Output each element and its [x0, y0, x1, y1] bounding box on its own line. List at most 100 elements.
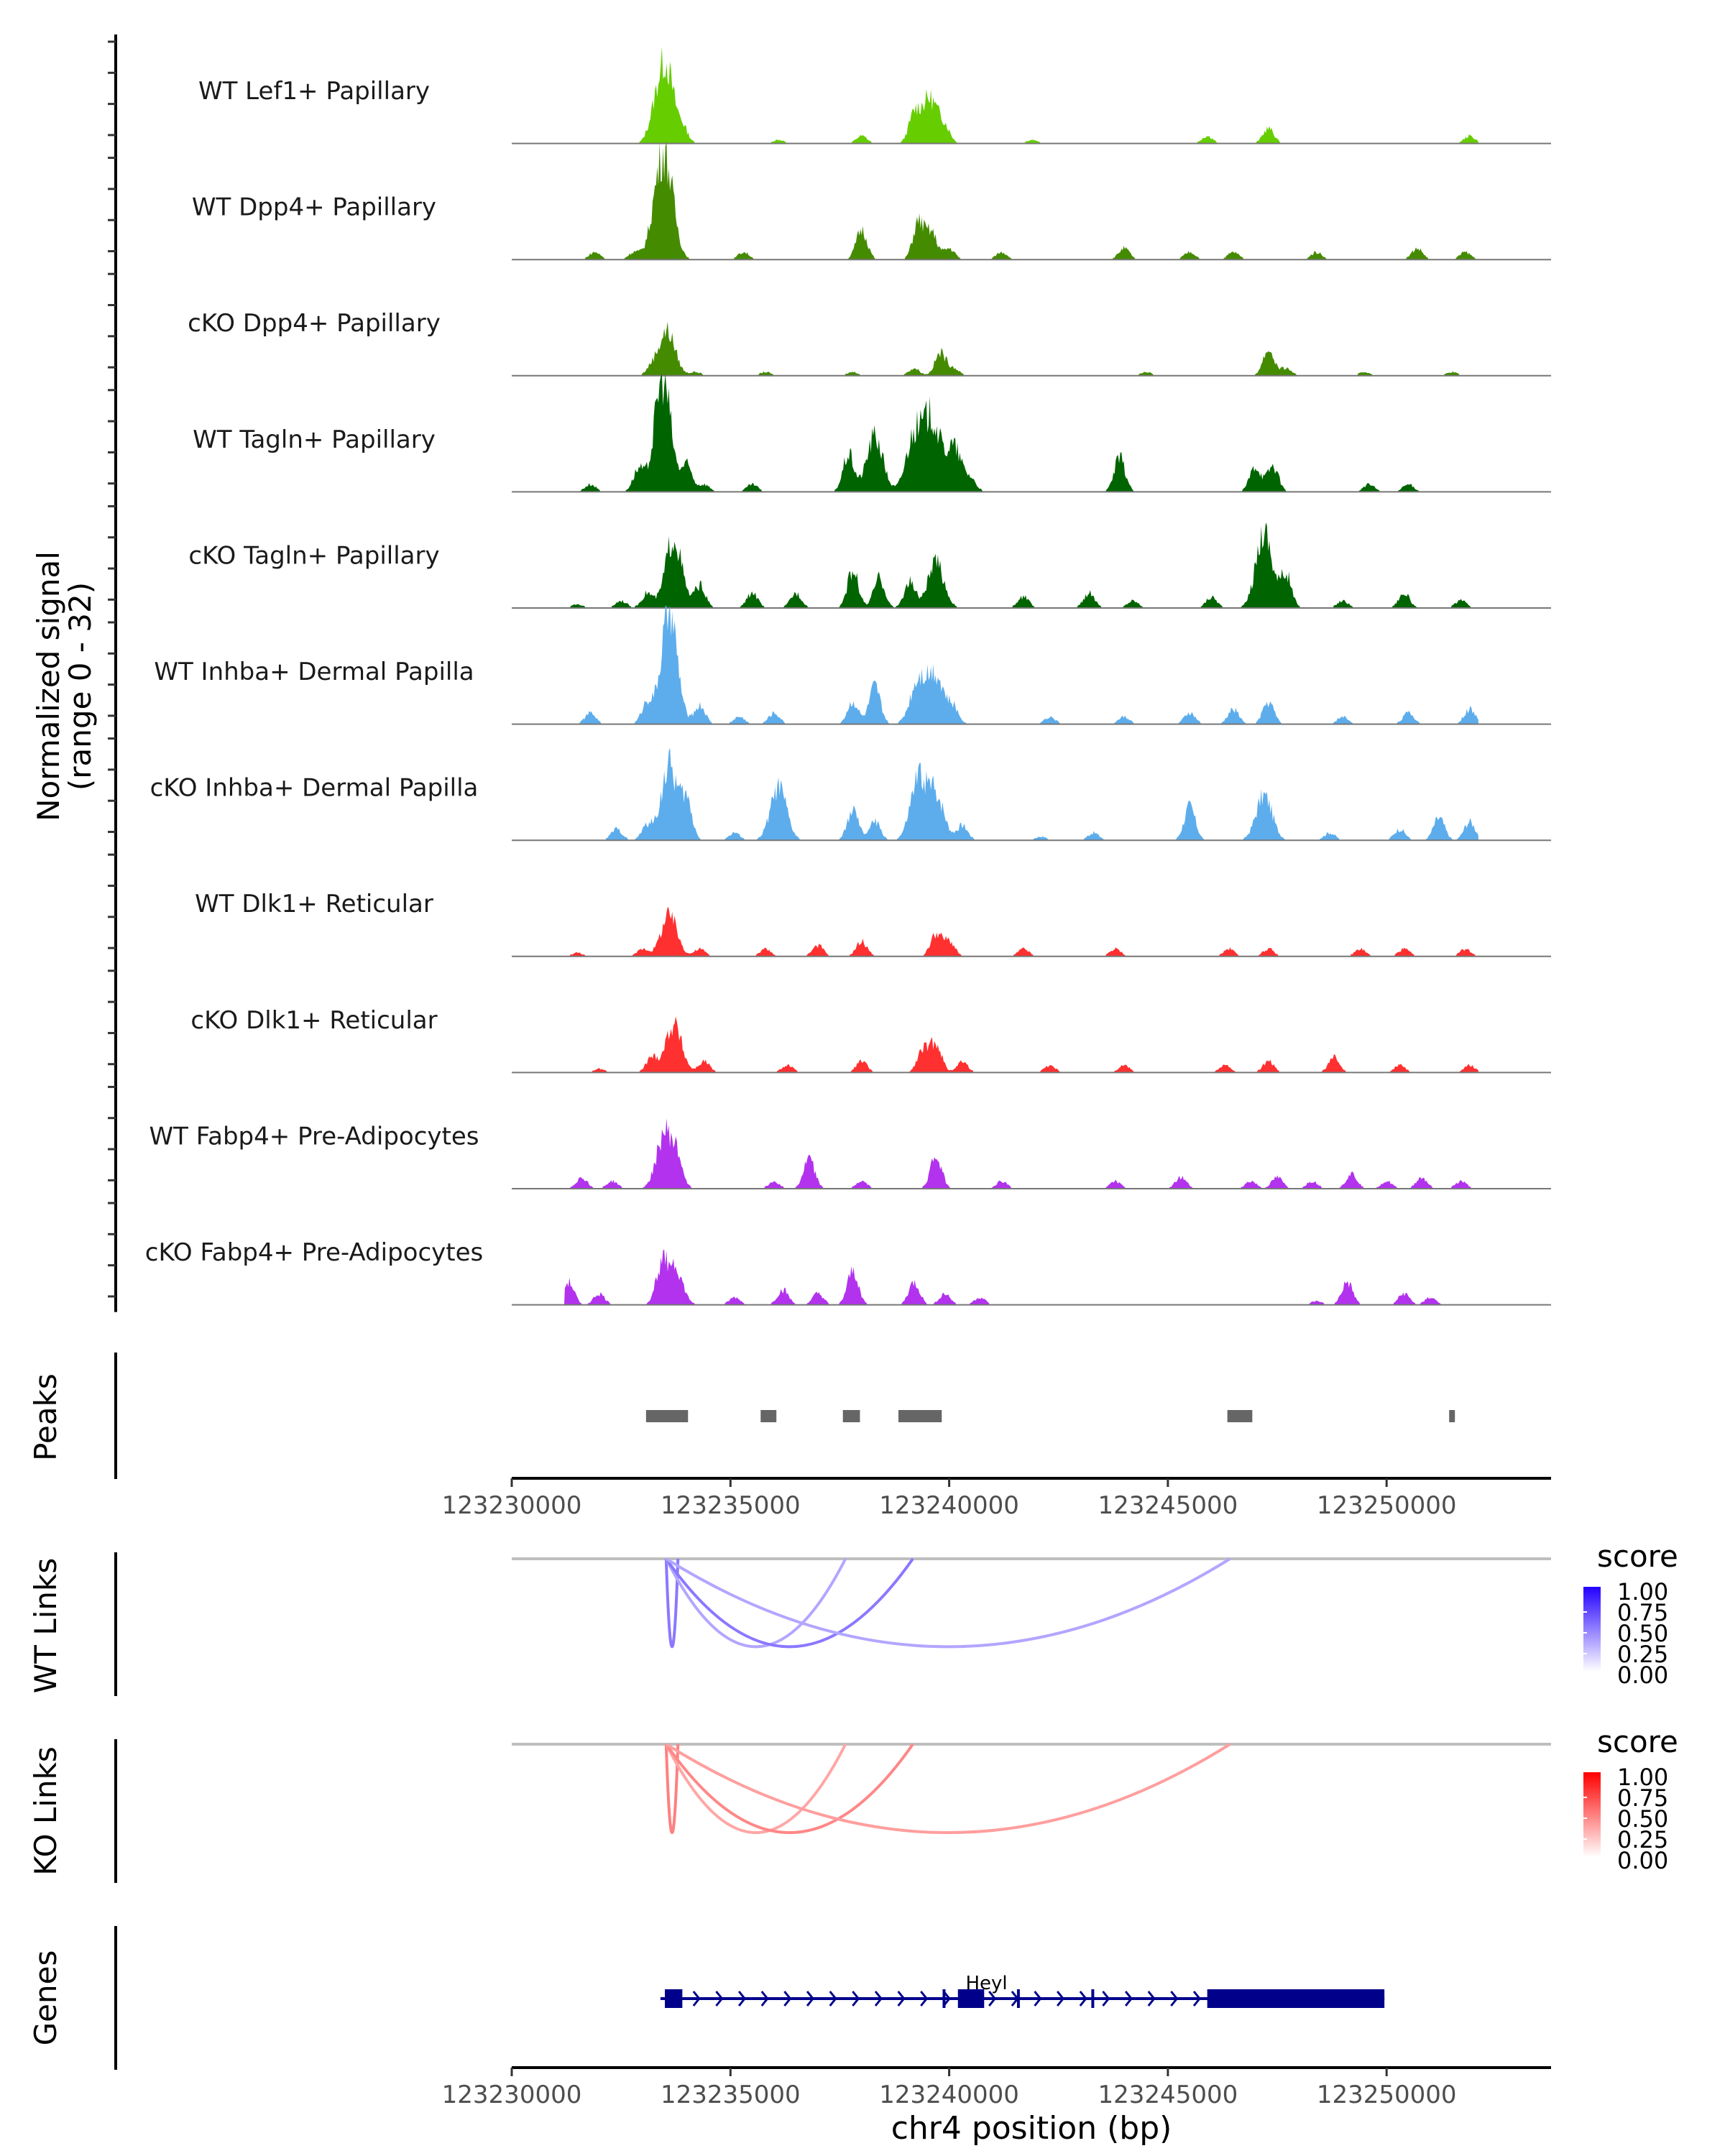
link-arc	[664, 1558, 680, 1649]
x-tick-label: 123230000	[442, 1491, 582, 1520]
coverage-track: cKO Tagln+ Papillary	[108, 505, 1551, 609]
track-label: cKO Dpp4+ Papillary	[188, 309, 441, 338]
wt-links-label: WT Links	[28, 1558, 63, 1693]
legend-tick-label: 0.50	[1617, 1620, 1668, 1647]
track-label: WT Dpp4+ Papillary	[192, 193, 436, 222]
x-tick-label: 123250000	[1317, 2081, 1457, 2109]
coverage-area	[564, 1118, 1478, 1189]
track-label: cKO Tagln+ Papillary	[188, 541, 439, 570]
peak-region	[645, 1410, 689, 1422]
legend-title: score	[1597, 1724, 1678, 1759]
gene-exon	[665, 1989, 683, 2008]
x-tick-label: 123250000	[1317, 1491, 1457, 1520]
strand-arrow-icon	[806, 1991, 814, 2007]
coverage-track: cKO Dlk1+ Reticular	[108, 969, 1551, 1074]
x-tick-label: 123240000	[879, 2081, 1019, 2109]
legend-title: score	[1597, 1539, 1678, 1574]
strand-arrow-icon	[715, 1991, 724, 2007]
peak-region	[760, 1410, 777, 1422]
legend-tick-label: 0.00	[1617, 1662, 1668, 1689]
legend-tick-label: 0.00	[1617, 1847, 1668, 1874]
coverage-track: WT Dpp4+ Papillary	[108, 141, 1551, 261]
strand-arrow-icon	[920, 1991, 929, 2007]
coverage-area	[564, 1249, 1478, 1305]
peak-region	[1449, 1410, 1455, 1422]
strand-arrow-icon	[1170, 1991, 1179, 2007]
wt-score-legend: score 1.000.750.500.250.00	[1583, 1539, 1678, 1689]
gene-exon	[1091, 1989, 1095, 2008]
track-label: WT Inhba+ Dermal Papilla	[154, 658, 474, 686]
strand-arrow-icon	[829, 1991, 837, 2007]
strand-arrow-icon	[1147, 1991, 1156, 2007]
link-arc	[665, 1743, 847, 1835]
strand-arrow-icon	[1079, 1991, 1087, 2007]
track-label: cKO Fabp4+ Pre-Adipocytes	[145, 1238, 484, 1267]
x-axis-title: chr4 position (bp)	[891, 2110, 1172, 2147]
peaks-track: Peaks	[28, 1353, 1455, 1479]
y-axis-title: Normalized signal	[31, 551, 66, 821]
strand-arrow-icon	[852, 1991, 860, 2007]
coverage-area	[564, 321, 1478, 376]
coverage-track: WT Dlk1+ Reticular	[108, 853, 1551, 957]
ko-links-track: KO Links	[28, 1739, 1551, 1883]
strand-arrow-icon	[897, 1991, 906, 2007]
coverage-area	[564, 747, 1478, 841]
x-tick-label: 123240000	[879, 1491, 1019, 1520]
legend-colorbar	[1583, 1772, 1601, 1857]
coverage-y-label: Normalized signal (range 0 - 32)	[31, 551, 98, 821]
track-label: WT Tagln+ Papillary	[193, 425, 436, 454]
x-axis-top: 123230000 123235000 123240000 123245000 1232…	[442, 1477, 1551, 1520]
link-arc	[665, 1557, 914, 1649]
legend-colorbar	[1583, 1587, 1601, 1672]
legend-tick-label: 0.25	[1617, 1641, 1668, 1668]
strand-arrow-icon	[874, 1991, 883, 2007]
strand-arrow-icon	[1124, 1991, 1133, 2007]
x-axis-bottom: 123230000 123235000 123240000 123245000 1232…	[442, 2066, 1551, 2109]
coverage-track: WT Inhba+ Dermal Papilla	[108, 605, 1551, 725]
strand-arrow-icon	[737, 1991, 747, 2007]
strand-arrow-icon	[942, 1991, 951, 2007]
link-arc	[665, 1743, 1231, 1835]
genes-track-label: Genes	[28, 1950, 63, 2046]
x-tick-label: 123235000	[661, 1491, 801, 1520]
strand-arrow-icon	[1192, 1991, 1201, 2007]
x-tick-label: 123230000	[442, 2081, 582, 2109]
peaks-track-label: Peaks	[28, 1373, 63, 1461]
y-axis-subtitle: (range 0 - 32)	[63, 582, 98, 791]
coverage-area	[564, 141, 1478, 260]
link-arc	[665, 1558, 847, 1649]
strand-arrow-icon	[1102, 1991, 1110, 2007]
legend-tick-label: 0.75	[1617, 1784, 1668, 1812]
strand-arrow-icon	[692, 1991, 701, 2007]
strand-arrow-icon	[1056, 1991, 1065, 2007]
track-label: WT Dlk1+ Reticular	[195, 890, 433, 918]
coverage-track: cKO Dpp4+ Papillary	[108, 272, 1551, 377]
strand-arrow-icon	[1034, 1991, 1042, 2007]
strand-arrow-icon	[988, 1991, 997, 2007]
coverage-track: WT Lef1+ Papillary	[108, 40, 1551, 144]
x-tick-label: 123235000	[661, 2081, 801, 2109]
coverage-area	[564, 373, 1478, 492]
x-tick-label: 123245000	[1098, 1491, 1238, 1520]
link-arc	[664, 1743, 680, 1834]
coverage-area	[564, 906, 1478, 957]
legend-tick-label: 0.50	[1617, 1805, 1668, 1833]
peak-region	[1227, 1410, 1253, 1422]
strand-arrow-icon	[783, 1991, 792, 2007]
link-arc	[665, 1557, 1231, 1649]
track-label: cKO Dlk1+ Reticular	[190, 1006, 437, 1035]
ko-links-label: KO Links	[28, 1746, 63, 1876]
coverage-track: WT Fabp4+ Pre-Adipocytes	[108, 1085, 1551, 1189]
strand-arrow-icon	[760, 1991, 769, 2007]
coverage-tracks: WT Lef1+ Papillary WT Dpp4+ Papillary cKO …	[108, 34, 1551, 1312]
track-label: cKO Inhba+ Dermal Papilla	[150, 774, 479, 803]
gene-exon	[1207, 1989, 1385, 2008]
ko-score-legend: score 1.000.750.500.250.00	[1583, 1724, 1678, 1874]
wt-links-track: WT Links	[28, 1552, 1551, 1696]
peak-region	[898, 1410, 942, 1422]
peak-region	[842, 1410, 860, 1422]
genes-track: Genes Heyl	[28, 1926, 1385, 2070]
coverage-track: cKO Fabp4+ Pre-Adipocytes	[108, 1202, 1551, 1306]
coverage-area	[564, 46, 1478, 144]
